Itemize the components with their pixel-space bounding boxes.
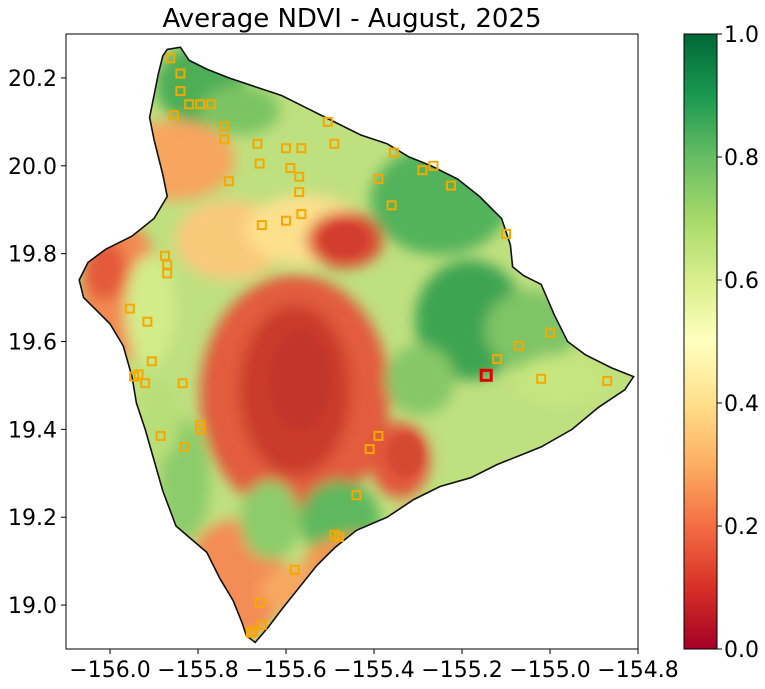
site-marker <box>162 268 173 279</box>
colorbar-tick-label: 1.0 <box>724 23 759 48</box>
colorbar-ticks: 0.0 0.2 0.4 0.6 0.8 1.0 <box>717 23 759 663</box>
colorbar-tick-label: 0.6 <box>724 269 759 294</box>
site-marker <box>296 209 307 220</box>
site-marker <box>129 371 140 382</box>
site-marker <box>322 116 333 127</box>
y-tick-label: 20.0 <box>8 155 57 180</box>
site-marker <box>296 143 307 154</box>
site-marker <box>373 430 384 441</box>
site-marker <box>386 200 397 211</box>
site-marker <box>184 99 195 110</box>
site-marker <box>165 53 176 64</box>
site-marker <box>281 143 291 154</box>
x-tick-label: −156.0 <box>69 658 150 683</box>
y-tick-label: 19.8 <box>8 243 57 268</box>
site-marker <box>248 626 258 637</box>
site-marker <box>177 378 188 389</box>
site-marker <box>294 187 305 198</box>
site-marker <box>195 424 206 435</box>
site-marker <box>417 165 428 176</box>
colorbar-tick-label: 0.0 <box>724 638 759 663</box>
site-marker <box>175 68 186 79</box>
x-tick-label: −155.6 <box>245 658 326 683</box>
site-marker <box>124 303 135 314</box>
x-axis-ticks: −156.0 −155.8 −155.6 −155.4 −155.2 −155.0 −154… <box>69 649 679 683</box>
site-marker <box>219 134 230 145</box>
colorbar-tick-label: 0.8 <box>724 146 759 171</box>
site-marker <box>428 160 439 171</box>
y-tick-label: 19.4 <box>8 418 57 443</box>
site-marker <box>219 121 230 132</box>
site-marker <box>281 215 291 226</box>
coastline <box>78 46 635 644</box>
colorbar-scale <box>683 33 718 650</box>
x-tick-label: −155.2 <box>421 658 502 683</box>
site-marker <box>256 619 267 630</box>
site-marker <box>536 373 547 384</box>
y-tick-label: 19.2 <box>8 506 57 531</box>
site-marker <box>446 180 456 191</box>
site-marker <box>373 174 384 184</box>
site-marker <box>254 597 265 608</box>
site-marker <box>142 316 153 327</box>
y-tick-label: 20.2 <box>8 67 57 92</box>
site-marker <box>223 176 234 187</box>
site-marker <box>256 220 267 231</box>
site-marker <box>329 138 340 149</box>
colorbar: 0.0 0.2 0.4 0.6 0.8 1.0 <box>683 23 759 663</box>
site-marker <box>254 158 265 169</box>
site-marker <box>179 441 190 452</box>
highlight-site-marker <box>479 368 493 382</box>
site-marker <box>501 228 511 239</box>
site-marker <box>168 110 179 121</box>
site-marker <box>294 171 305 182</box>
x-tick-label: −155.0 <box>509 658 590 683</box>
site-marker <box>514 340 525 351</box>
site-marker <box>602 376 613 386</box>
site-marker <box>492 354 503 365</box>
site-marker <box>388 147 399 158</box>
x-tick-label: −155.8 <box>157 658 238 683</box>
x-tick-label: −155.4 <box>333 658 414 683</box>
y-axis-ticks: 19.0 19.2 19.4 19.6 19.8 20.0 20.2 <box>8 67 66 619</box>
site-marker <box>155 430 166 441</box>
site-marker <box>245 627 256 638</box>
highlight-site-square <box>479 368 493 382</box>
site-marker <box>285 163 296 173</box>
site-marker <box>289 564 300 575</box>
site-marker <box>333 532 344 542</box>
site-marker <box>545 327 555 338</box>
x-tick-label: −154.8 <box>597 658 678 683</box>
site-marker <box>195 99 206 110</box>
site-marker <box>351 490 362 501</box>
site-markers <box>124 53 613 638</box>
colorbar-tick-label: 0.2 <box>724 515 759 540</box>
site-marker <box>206 99 217 110</box>
site-marker <box>364 444 375 455</box>
site-marker <box>146 356 157 367</box>
y-tick-label: 19.0 <box>8 594 57 619</box>
map-title: Average NDVI - August, 2025 <box>162 4 542 34</box>
site-marker <box>252 138 263 149</box>
colorbar-tick-label: 0.4 <box>724 392 759 417</box>
y-tick-label: 19.6 <box>8 331 57 356</box>
site-marker <box>140 378 151 389</box>
site-marker <box>175 86 186 97</box>
